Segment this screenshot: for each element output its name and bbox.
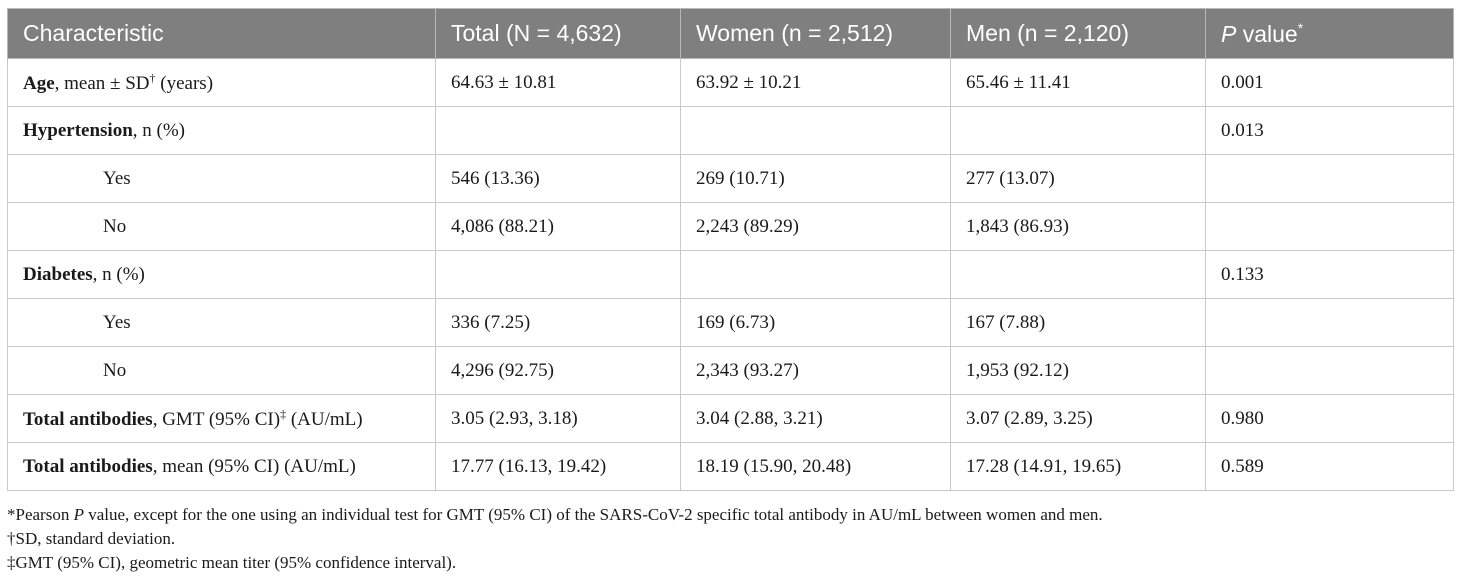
footnote-sd: †SD, standard deviation. <box>7 529 176 548</box>
cell-men <box>950 250 1206 299</box>
cell-total: 64.63 ± 10.81 <box>435 58 681 107</box>
header-p-letter: P <box>1221 20 1237 47</box>
table-row-diabetes: Diabetes, n (%) 0.133 <box>7 250 1454 299</box>
row-label-sup: ‡ <box>280 406 287 421</box>
header-p-mark: * <box>1297 19 1304 36</box>
header-characteristic: Characteristic <box>7 8 436 59</box>
row-label: No <box>7 346 436 395</box>
cell-women <box>680 106 951 155</box>
row-label-rest: , GMT (95% CI) <box>152 408 281 430</box>
cell-men: 1,953 (92.12) <box>950 346 1206 395</box>
cell-total: 546 (13.36) <box>435 154 681 203</box>
cell-p-value <box>1205 298 1454 347</box>
row-label-rest: , n (%) <box>92 263 145 285</box>
cell-men: 17.28 (14.91, 19.65) <box>950 442 1206 491</box>
cell-women: 269 (10.71) <box>680 154 951 203</box>
row-label-after: (years) <box>155 72 214 94</box>
cell-women <box>680 250 951 299</box>
cell-p-value: 0.980 <box>1205 394 1454 443</box>
cell-p-value: 0.589 <box>1205 442 1454 491</box>
footnote-pearson-b: value, except for the one using an indiv… <box>83 505 1103 524</box>
footnote-pearson-p: P <box>73 505 84 524</box>
cell-men: 167 (7.88) <box>950 298 1206 347</box>
cell-women: 2,243 (89.29) <box>680 202 951 251</box>
footnote-pearson-a: *Pearson <box>7 505 74 524</box>
table-row-diabetes-no: No 4,296 (92.75) 2,343 (93.27) 1,953 (92… <box>7 346 1454 395</box>
table-row-hypertension-no: No 4,086 (88.21) 2,243 (89.29) 1,843 (86… <box>7 202 1454 251</box>
header-men: Men (n = 2,120) <box>950 8 1206 59</box>
row-label-bold: Diabetes <box>23 263 93 285</box>
cell-women: 18.19 (15.90, 20.48) <box>680 442 951 491</box>
row-label-sup: † <box>149 70 156 85</box>
cell-men: 3.07 (2.89, 3.25) <box>950 394 1206 443</box>
row-label-rest: , n (%) <box>132 119 186 141</box>
cell-p-value <box>1205 346 1454 395</box>
header-row: Characteristic Total (N = 4,632) Women (… <box>7 8 1454 59</box>
row-label: Total antibodies, GMT (95% CI)‡ (AU/mL) <box>7 394 436 443</box>
row-label-bold: Total antibodies <box>23 408 153 430</box>
row-label-bold: Age <box>23 72 55 94</box>
table-row-antibodies-mean: Total antibodies, mean (95% CI) (AU/mL) … <box>7 442 1454 491</box>
header-p-value: P value* <box>1205 8 1454 59</box>
row-label: Hypertension, n (%) <box>7 106 436 155</box>
table-body: Age, mean ± SD† (years) 64.63 ± 10.81 63… <box>7 58 1454 491</box>
cell-p-value: 0.001 <box>1205 58 1454 107</box>
cell-p-value: 0.013 <box>1205 106 1454 155</box>
table-header: Characteristic Total (N = 4,632) Women (… <box>7 8 1454 59</box>
row-label-rest: , mean (95% CI) (AU/mL) <box>152 455 356 477</box>
row-label-rest: , mean ± SD <box>54 72 150 94</box>
row-label: Diabetes, n (%) <box>7 250 436 299</box>
table-row-hypertension: Hypertension, n (%) 0.013 <box>7 106 1454 155</box>
baseline-characteristics-table: Characteristic Total (N = 4,632) Women (… <box>7 8 1454 491</box>
cell-total: 4,296 (92.75) <box>435 346 681 395</box>
header-women: Women (n = 2,512) <box>680 8 951 59</box>
row-label-after: (AU/mL) <box>286 408 363 430</box>
cell-men <box>950 106 1206 155</box>
table-row-diabetes-yes: Yes 336 (7.25) 169 (6.73) 167 (7.88) <box>7 298 1454 347</box>
data-table: Characteristic Total (N = 4,632) Women (… <box>7 8 1454 491</box>
cell-p-value <box>1205 202 1454 251</box>
cell-total: 3.05 (2.93, 3.18) <box>435 394 681 443</box>
cell-men: 277 (13.07) <box>950 154 1206 203</box>
table-row-antibodies-gmt: Total antibodies, GMT (95% CI)‡ (AU/mL) … <box>7 394 1454 443</box>
row-label-bold: Total antibodies <box>23 455 153 477</box>
footnote-gmt: ‡GMT (95% CI), geometric mean titer (95%… <box>7 553 457 572</box>
row-label: Total antibodies, mean (95% CI) (AU/mL) <box>7 442 436 491</box>
cell-total <box>435 250 681 299</box>
row-label: Yes <box>7 298 436 347</box>
row-label: No <box>7 202 436 251</box>
row-label: Age, mean ± SD† (years) <box>7 58 436 107</box>
header-p-rest: value <box>1236 20 1298 47</box>
footnote-pearson: *Pearson P value, except for the one usi… <box>7 503 1453 527</box>
cell-p-value: 0.133 <box>1205 250 1454 299</box>
cell-p-value <box>1205 154 1454 203</box>
header-total: Total (N = 4,632) <box>435 8 681 59</box>
cell-women: 169 (6.73) <box>680 298 951 347</box>
row-label: Yes <box>7 154 436 203</box>
cell-total: 17.77 (16.13, 19.42) <box>435 442 681 491</box>
table-row-hypertension-yes: Yes 546 (13.36) 269 (10.71) 277 (13.07) <box>7 154 1454 203</box>
cell-women: 3.04 (2.88, 3.21) <box>680 394 951 443</box>
row-label-bold: Hypertension <box>23 119 133 141</box>
cell-total: 336 (7.25) <box>435 298 681 347</box>
cell-women: 2,343 (93.27) <box>680 346 951 395</box>
table-row-age: Age, mean ± SD† (years) 64.63 ± 10.81 63… <box>7 58 1454 107</box>
cell-total: 4,086 (88.21) <box>435 202 681 251</box>
table-footnotes: *Pearson P value, except for the one usi… <box>7 503 1453 575</box>
cell-total <box>435 106 681 155</box>
cell-women: 63.92 ± 10.21 <box>680 58 951 107</box>
cell-men: 1,843 (86.93) <box>950 202 1206 251</box>
cell-men: 65.46 ± 11.41 <box>950 58 1206 107</box>
